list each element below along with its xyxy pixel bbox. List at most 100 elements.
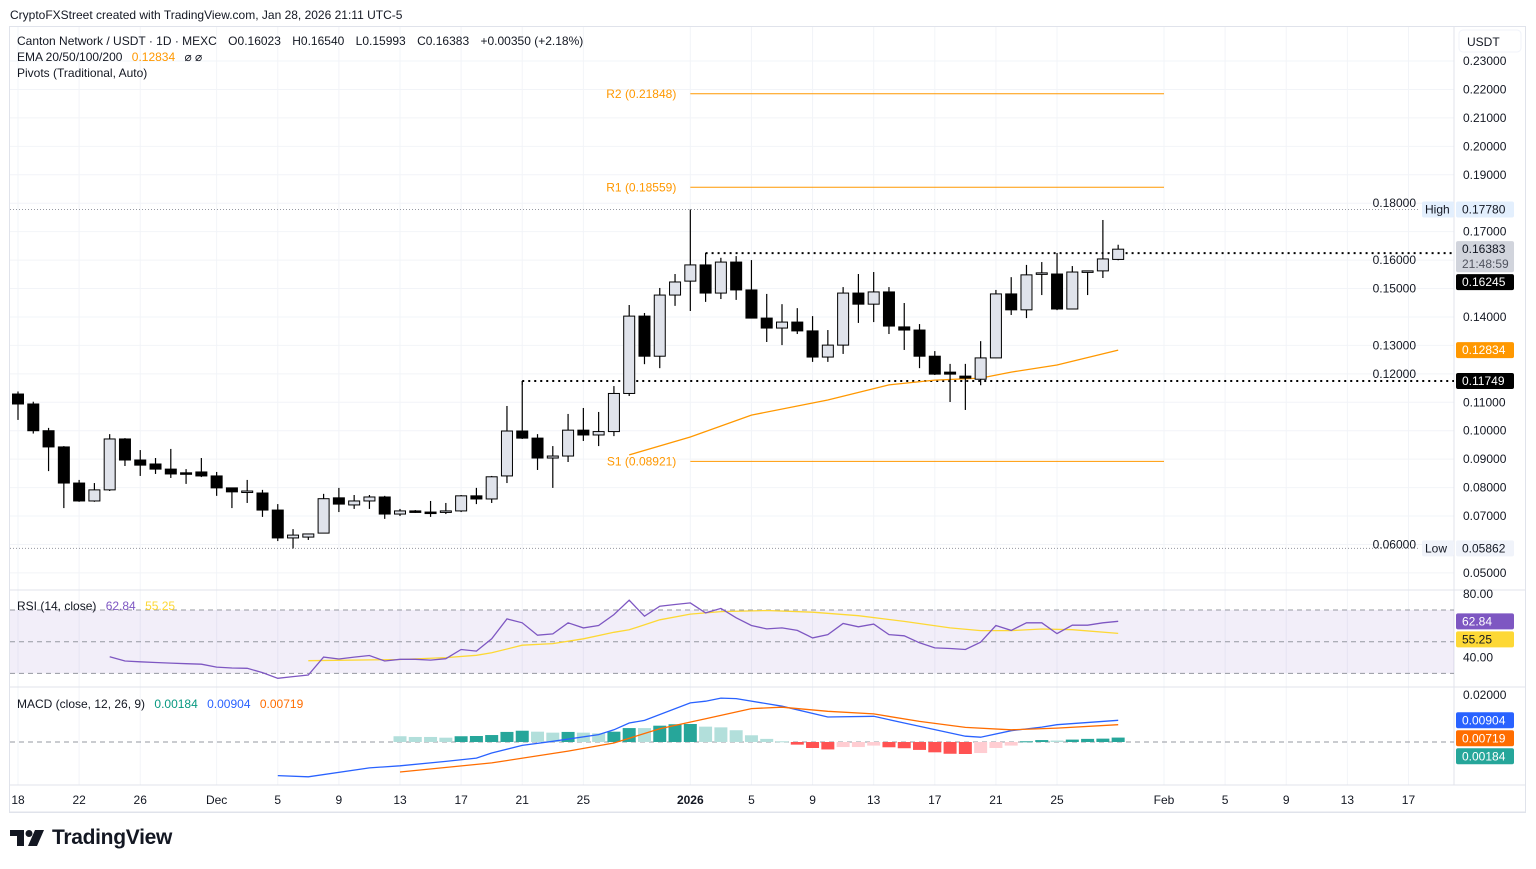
candle-up[interactable] bbox=[363, 494, 376, 509]
candle-down[interactable] bbox=[195, 458, 208, 478]
candle-up[interactable] bbox=[500, 405, 513, 484]
axis-label-value: 0.00184 bbox=[1462, 749, 1506, 763]
candle-up[interactable] bbox=[562, 413, 575, 463]
ema-label[interactable]: EMA 20/50/100/200 bbox=[17, 50, 123, 64]
symbol-legend[interactable]: Canton Network / USDT · 1D · MEXC O0.160… bbox=[17, 34, 583, 48]
candle-down[interactable] bbox=[180, 469, 193, 484]
candle-up[interactable] bbox=[1035, 262, 1048, 296]
ema-legend[interactable]: EMA 20/50/100/200 0.12834 ⌀ ⌀ bbox=[17, 50, 202, 64]
price-axis-tick-label: 0.15000 bbox=[1373, 282, 1417, 296]
candle-down[interactable] bbox=[42, 427, 55, 472]
candle-up[interactable] bbox=[1096, 219, 1109, 278]
candles[interactable] bbox=[12, 209, 1125, 549]
pivots-legend[interactable]: Pivots (Traditional, Auto) bbox=[17, 66, 147, 80]
candle-up[interactable] bbox=[455, 494, 468, 513]
macd-legend[interactable]: MACD (close, 12, 26, 9) 0.00184 0.00904 … bbox=[17, 697, 304, 711]
candle-down[interactable] bbox=[882, 287, 895, 335]
candle-down[interactable] bbox=[531, 434, 544, 470]
candle-up[interactable] bbox=[592, 411, 605, 447]
candle-up[interactable] bbox=[684, 209, 697, 311]
symbol-name[interactable]: Canton Network / USDT · 1D · MEXC bbox=[17, 34, 217, 48]
candle-up[interactable] bbox=[485, 475, 498, 503]
candle-up[interactable] bbox=[821, 330, 834, 362]
candle-down[interactable] bbox=[332, 487, 345, 513]
candle-down[interactable] bbox=[913, 324, 926, 369]
candle-up[interactable] bbox=[394, 508, 406, 517]
candle-up[interactable] bbox=[302, 533, 315, 540]
candle-up[interactable] bbox=[1020, 264, 1033, 319]
candle-body bbox=[699, 264, 712, 294]
candle-up[interactable] bbox=[607, 386, 620, 437]
candle-body bbox=[88, 489, 101, 502]
candle-down[interactable] bbox=[424, 500, 437, 517]
candle-down[interactable] bbox=[745, 260, 758, 319]
candle-down[interactable] bbox=[12, 391, 24, 420]
candle-up[interactable] bbox=[653, 287, 666, 369]
candle-body bbox=[516, 430, 529, 439]
candle-down[interactable] bbox=[164, 448, 177, 478]
tradingview-logo[interactable]: TradingView bbox=[10, 826, 172, 850]
candle-down[interactable] bbox=[577, 407, 590, 441]
rsi-legend[interactable]: RSI (14, close) 62.84 55.25 bbox=[17, 599, 175, 613]
candle-down[interactable] bbox=[638, 312, 651, 365]
candle-body bbox=[928, 355, 941, 375]
candle-down[interactable] bbox=[118, 438, 131, 466]
candle-down[interactable] bbox=[806, 316, 819, 362]
candle-up[interactable] bbox=[837, 287, 850, 354]
candle-down[interactable] bbox=[1051, 252, 1064, 311]
price-axis-tick-label: 0.22000 bbox=[1463, 82, 1507, 96]
rsi-label[interactable]: RSI (14, close) bbox=[17, 599, 96, 613]
currency-button[interactable]: USDT bbox=[1458, 29, 1522, 53]
candle-up[interactable] bbox=[317, 493, 330, 534]
candle-up[interactable] bbox=[989, 289, 1002, 359]
candle-up[interactable] bbox=[103, 434, 116, 492]
candle-up[interactable] bbox=[1081, 270, 1094, 296]
candle-up[interactable] bbox=[439, 502, 452, 515]
candle-up[interactable] bbox=[623, 305, 636, 397]
candle-up[interactable] bbox=[1066, 266, 1079, 310]
candle-down[interactable] bbox=[852, 274, 865, 323]
candle-down[interactable] bbox=[256, 489, 269, 517]
candle-down[interactable] bbox=[134, 450, 147, 476]
candle-down[interactable] bbox=[409, 510, 422, 513]
candle-down[interactable] bbox=[1005, 277, 1018, 315]
candle-down[interactable] bbox=[225, 487, 238, 509]
candle-up[interactable] bbox=[88, 483, 101, 502]
candle-down[interactable] bbox=[271, 504, 284, 542]
candle-up[interactable] bbox=[287, 529, 300, 549]
candle-up[interactable] bbox=[714, 257, 727, 300]
candle-down[interactable] bbox=[898, 303, 911, 350]
candle-down[interactable] bbox=[57, 446, 70, 509]
candle-down[interactable] bbox=[959, 363, 972, 410]
candle-down[interactable] bbox=[27, 401, 40, 434]
candle-down[interactable] bbox=[470, 487, 483, 505]
candle-down[interactable] bbox=[699, 252, 712, 302]
candle-body bbox=[103, 438, 116, 491]
candle-down[interactable] bbox=[791, 308, 804, 335]
candle-up[interactable] bbox=[241, 479, 254, 503]
candle-down[interactable] bbox=[73, 479, 86, 502]
high-value: 0.16540 bbox=[301, 34, 345, 48]
candle-down[interactable] bbox=[149, 458, 162, 474]
candle-up[interactable] bbox=[974, 341, 987, 386]
candle-up[interactable] bbox=[867, 272, 880, 323]
currency-label[interactable]: USDT bbox=[1467, 35, 1500, 49]
candle-up[interactable] bbox=[1112, 244, 1125, 261]
x-axis-tick-label: 2026 bbox=[677, 793, 704, 807]
candle-down[interactable] bbox=[516, 380, 529, 439]
candle-down[interactable] bbox=[760, 293, 773, 342]
candle-up[interactable] bbox=[348, 494, 361, 509]
axis-label-high: High 0.17780 bbox=[1422, 201, 1514, 218]
macd-label[interactable]: MACD (close, 12, 26, 9) bbox=[17, 697, 145, 711]
candle-down[interactable] bbox=[730, 256, 743, 300]
candle-down[interactable] bbox=[378, 495, 391, 519]
candle-up[interactable] bbox=[669, 274, 682, 306]
candle-up[interactable] bbox=[776, 304, 788, 346]
macd-axis-tick-label: 0.02000 bbox=[1463, 688, 1507, 702]
candle-down[interactable] bbox=[210, 471, 223, 496]
candle-down[interactable] bbox=[944, 363, 957, 402]
candle-down[interactable] bbox=[928, 351, 941, 375]
candle-up[interactable] bbox=[546, 446, 559, 488]
macd-histogram-bar bbox=[668, 724, 682, 742]
